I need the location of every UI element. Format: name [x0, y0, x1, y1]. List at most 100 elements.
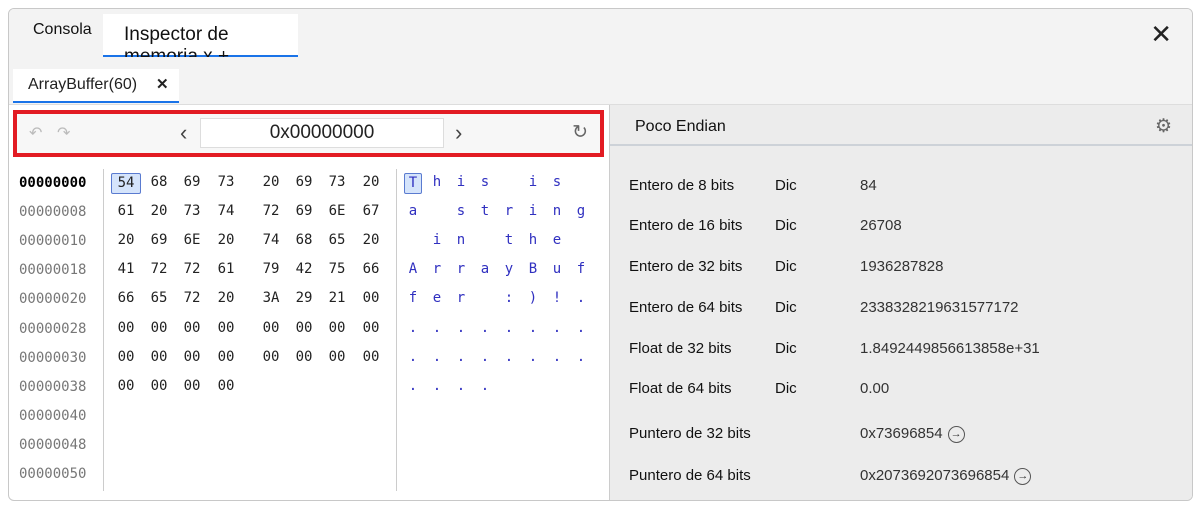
byte-cell[interactable]: 00 [362, 319, 380, 336]
ascii-char[interactable] [572, 173, 590, 194]
byte-cell[interactable]: 69 [295, 203, 313, 220]
byte-cell[interactable]: 00 [217, 348, 235, 365]
format-selector[interactable]: Dic [775, 299, 797, 316]
ascii-char[interactable]: A [408, 261, 418, 278]
ascii-char[interactable]: . [576, 348, 586, 365]
byte-cell[interactable]: 29 [295, 290, 313, 307]
ascii-char[interactable]: e [432, 290, 442, 307]
byte-cell[interactable]: 73 [328, 174, 346, 190]
ascii-char[interactable]: u [552, 261, 562, 278]
ascii-char[interactable]: ) [528, 290, 538, 307]
byte-cell[interactable]: 00 [328, 319, 346, 336]
byte-cell[interactable]: 75 [328, 261, 346, 278]
close-icon[interactable]: ✕ [1150, 19, 1172, 49]
ascii-char[interactable]: t [504, 232, 514, 249]
ascii-char[interactable]: . [576, 319, 586, 336]
gear-icon[interactable]: ⚙ [1154, 116, 1172, 137]
byte-cell[interactable]: 00 [183, 319, 201, 336]
endianness-selector[interactable]: Poco Endian [610, 105, 1192, 146]
byte-cell[interactable]: 00 [117, 319, 135, 336]
byte-cell[interactable]: 3A [262, 290, 280, 307]
ascii-char[interactable]: y [504, 261, 514, 278]
ascii-char[interactable]: t [480, 203, 490, 220]
ascii-char[interactable]: n [456, 232, 466, 249]
ascii-char[interactable]: . [528, 319, 538, 336]
byte-cell[interactable]: 61 [117, 203, 135, 220]
ascii-char[interactable]: . [576, 290, 586, 307]
ascii-char[interactable]: . [432, 319, 442, 336]
ascii-char[interactable]: f [408, 290, 418, 307]
ascii-char[interactable]: n [552, 203, 562, 220]
ascii-char[interactable]: . [480, 348, 490, 365]
byte-cell[interactable]: 00 [328, 348, 346, 365]
byte-cell[interactable]: 20 [217, 232, 235, 249]
ascii-char[interactable]: . [432, 377, 442, 394]
byte-cell[interactable]: 00 [150, 377, 168, 394]
byte-cell[interactable]: 74 [217, 203, 235, 220]
byte-cell[interactable]: 20 [362, 174, 380, 190]
ascii-char[interactable]: r [456, 261, 466, 278]
format-selector[interactable]: Dic [775, 258, 797, 275]
byte-cell[interactable]: 69 [150, 232, 168, 249]
refresh-icon[interactable]: ↻ [572, 122, 588, 143]
ascii-char[interactable]: e [552, 232, 562, 249]
address-input[interactable]: 0x00000000 [200, 118, 444, 148]
tab-arraybuffer[interactable]: ArrayBuffer(60) ✕ [13, 69, 179, 103]
byte-cell[interactable]: 54 [111, 173, 141, 194]
byte-cell[interactable]: 65 [328, 232, 346, 249]
ascii-char[interactable]: B [528, 261, 538, 278]
ascii-char[interactable]: . [456, 348, 466, 365]
ascii-char[interactable] [476, 289, 494, 310]
byte-cell[interactable]: 72 [262, 203, 280, 220]
format-selector[interactable]: Dic [775, 177, 797, 194]
byte-cell[interactable]: 72 [183, 261, 201, 278]
ascii-char[interactable]: : [504, 290, 514, 307]
byte-cell[interactable]: 00 [150, 348, 168, 365]
byte-cell[interactable]: 69 [295, 174, 313, 190]
ascii-char[interactable]: . [408, 348, 418, 365]
ascii-char[interactable]: i [432, 232, 442, 249]
byte-cell[interactable]: 21 [328, 290, 346, 307]
byte-cell[interactable]: 61 [217, 261, 235, 278]
ascii-char[interactable]: . [408, 377, 418, 394]
byte-cell[interactable]: 69 [183, 174, 201, 190]
next-page-button[interactable]: › [455, 120, 463, 145]
byte-cell[interactable]: 20 [262, 174, 280, 190]
ascii-char[interactable]: . [456, 377, 466, 394]
ascii-char[interactable]: a [408, 203, 418, 220]
byte-cell[interactable]: 20 [217, 290, 235, 307]
ascii-char[interactable]: h [528, 232, 538, 249]
byte-cell[interactable]: 41 [117, 261, 135, 278]
ascii-char[interactable]: a [480, 261, 490, 278]
format-selector[interactable]: Dic [775, 380, 797, 397]
byte-cell[interactable]: 42 [295, 261, 313, 278]
ascii-char[interactable]: s [480, 174, 490, 190]
ascii-char[interactable]: g [576, 203, 586, 220]
byte-cell[interactable]: 20 [150, 203, 168, 220]
ascii-char[interactable]: . [552, 319, 562, 336]
byte-cell[interactable]: 79 [262, 261, 280, 278]
ascii-char[interactable] [428, 202, 446, 223]
ascii-char[interactable] [500, 173, 518, 194]
byte-cell[interactable]: 00 [262, 319, 280, 336]
tab-console[interactable]: Consola [33, 21, 92, 38]
ascii-char[interactable]: . [528, 348, 538, 365]
byte-cell[interactable]: 66 [362, 261, 380, 278]
ascii-char[interactable]: T [404, 173, 422, 194]
byte-cell[interactable]: 00 [295, 319, 313, 336]
ascii-char[interactable]: i [528, 203, 538, 220]
byte-cell[interactable]: 00 [183, 377, 201, 394]
tab-memory-inspector[interactable]: Inspector de memoria x + [103, 14, 298, 67]
byte-cell[interactable]: 6E [328, 203, 346, 220]
byte-cell[interactable]: 20 [117, 232, 135, 249]
ascii-char[interactable]: h [432, 174, 442, 190]
ascii-char[interactable]: ! [552, 290, 562, 307]
ascii-char[interactable]: . [432, 348, 442, 365]
byte-cell[interactable]: 72 [150, 261, 168, 278]
ascii-char[interactable]: s [456, 203, 466, 220]
previous-page-button[interactable]: ‹ [180, 120, 188, 145]
byte-cell[interactable]: 00 [217, 319, 235, 336]
ascii-char[interactable]: r [456, 290, 466, 307]
byte-cell[interactable]: 73 [183, 203, 201, 220]
close-tab-icon[interactable]: ✕ [156, 76, 169, 93]
